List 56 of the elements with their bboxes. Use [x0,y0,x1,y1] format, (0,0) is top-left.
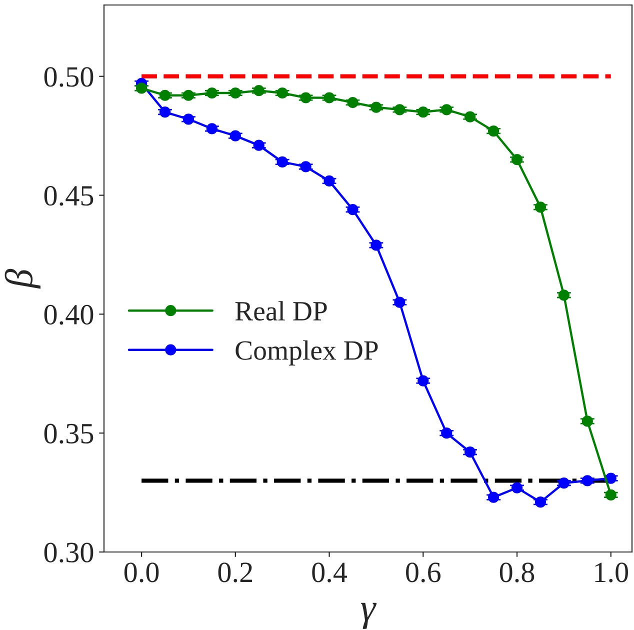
x-tick-label: 0.6 [406,562,441,582]
point [418,375,429,386]
point [276,87,288,99]
point [582,416,593,427]
point [418,106,429,118]
x-axis-title: γ [361,602,377,629]
point [159,90,171,101]
point [558,477,570,489]
point [394,104,406,116]
point [582,475,593,486]
point [300,161,312,172]
point [276,156,288,168]
point [230,130,241,142]
point [253,140,264,151]
point [182,90,194,101]
y-axis-title: β [4,268,40,289]
point [394,296,406,308]
point [159,106,171,118]
point [511,482,523,494]
y-tick-label: 0.35 [44,424,94,444]
point [206,123,218,134]
point [253,85,264,96]
point [488,492,500,503]
point [300,92,312,104]
point [347,204,358,216]
point [324,92,335,104]
legend-label: Real DP [235,301,327,321]
point [511,154,523,166]
y-tick-label: 0.50 [44,67,94,87]
point [488,125,500,137]
x-tick-label: 0.8 [500,562,534,582]
point [605,489,616,500]
point [534,496,546,508]
point [464,111,476,122]
x-tick-label: 0.2 [218,562,252,582]
point [441,104,452,116]
point [605,472,616,484]
point [347,96,358,108]
legend-label: Complex DP [236,340,378,366]
y-tick-label: 0.45 [44,186,94,206]
point [136,82,148,94]
y-tick-label: 0.30 [44,542,94,563]
point [206,87,218,99]
x-tick-label: 0.4 [312,562,348,582]
point [370,240,382,251]
point [230,87,241,99]
y-tick-label: 0.40 [44,304,94,325]
point [370,102,382,113]
point [324,175,335,187]
point [464,446,476,458]
x-tick-label: 0.0 [124,562,159,582]
point [558,290,570,301]
point [534,202,546,213]
point [441,428,452,439]
point [182,114,194,125]
x-tick-label: 1.0 [595,562,628,582]
